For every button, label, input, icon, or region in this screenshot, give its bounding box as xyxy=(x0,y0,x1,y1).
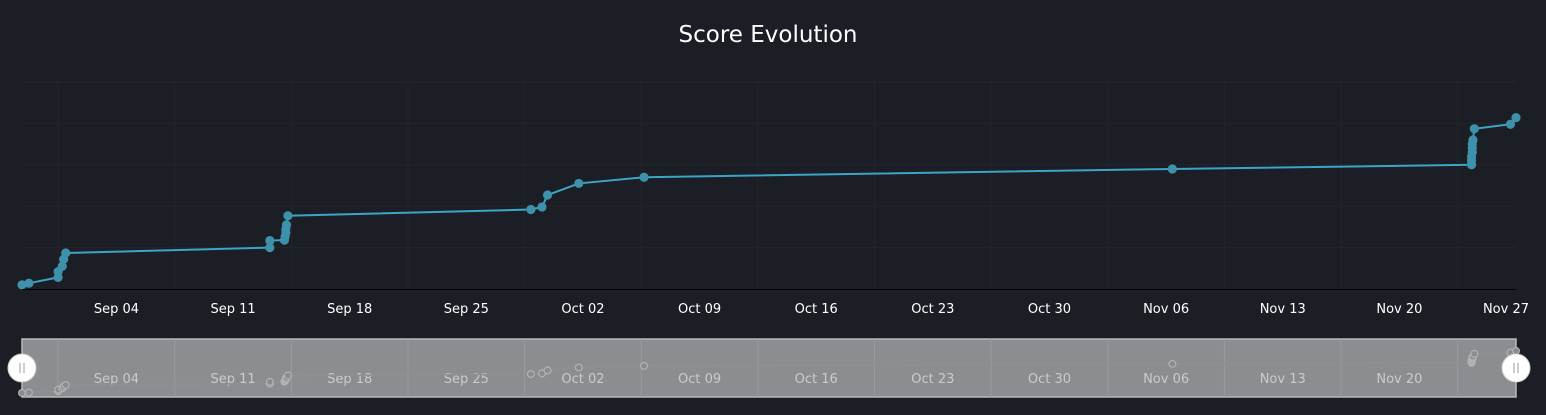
navigator-data-point xyxy=(1168,359,1177,368)
x-tick-label: Oct 30 xyxy=(1028,302,1071,317)
x-tick-label: Oct 23 xyxy=(911,302,954,317)
navigator-tick-label: Nov 13 xyxy=(1260,372,1306,387)
grid-layer xyxy=(22,81,1516,289)
navigator-data-point xyxy=(574,363,583,372)
navigator-tick-label: Oct 09 xyxy=(678,372,721,387)
navigator-data-point xyxy=(283,371,292,380)
navigator-tick-label: Oct 30 xyxy=(1028,372,1071,387)
navigator-handle-left[interactable] xyxy=(7,353,37,383)
x-tick-label: Nov 27 xyxy=(1483,302,1529,317)
x-tick-label: Oct 09 xyxy=(678,302,721,317)
x-tick-label: Sep 18 xyxy=(327,302,372,317)
data-point[interactable] xyxy=(61,248,71,258)
x-tick-label: Sep 11 xyxy=(210,302,255,317)
navigator-tick-label: Sep 11 xyxy=(210,372,255,387)
data-point[interactable] xyxy=(639,172,649,182)
navigator-tick-label: Nov 20 xyxy=(1376,372,1422,387)
plot-area[interactable] xyxy=(17,113,1521,290)
data-point[interactable] xyxy=(1167,164,1177,174)
data-point[interactable] xyxy=(1469,124,1479,134)
data-point[interactable] xyxy=(265,243,275,253)
navigator-selection[interactable] xyxy=(21,338,1517,398)
navigator-tick-label: Oct 16 xyxy=(795,372,838,387)
navigator-tick-label: Nov 06 xyxy=(1143,372,1189,387)
x-tick-label: Oct 02 xyxy=(561,302,604,317)
data-point[interactable] xyxy=(526,204,536,215)
navigator-tick-label: Oct 23 xyxy=(911,372,954,387)
navigator-tick-label: Sep 18 xyxy=(327,372,372,387)
chart-title: Score Evolution xyxy=(679,22,858,48)
navigator-data-point xyxy=(1511,346,1520,355)
navigator-data-point xyxy=(640,361,649,370)
navigator-handle-right[interactable] xyxy=(1501,353,1531,383)
data-point[interactable] xyxy=(57,261,67,271)
data-point[interactable] xyxy=(17,280,27,290)
navigator-tick-label: Sep 04 xyxy=(94,372,139,387)
x-tick-label: Oct 16 xyxy=(795,302,838,317)
x-tick-label: Nov 20 xyxy=(1376,302,1422,317)
data-point[interactable] xyxy=(24,278,34,288)
data-point[interactable] xyxy=(281,220,292,230)
navigator-tick-label: Oct 02 xyxy=(561,372,604,387)
data-point[interactable] xyxy=(1468,135,1478,145)
navigator-data-point xyxy=(24,388,33,397)
x-tick-label: Sep 25 xyxy=(444,302,489,317)
range-navigator[interactable]: Sep 04 Sep 11 Sep 18 Sep 25 Oct 02 Oct 09 Oct … xyxy=(7,338,1531,398)
navigator-data-point xyxy=(18,388,27,397)
x-tick-label: Nov 06 xyxy=(1143,302,1189,317)
data-point[interactable] xyxy=(1505,119,1516,129)
data-point[interactable] xyxy=(542,190,553,200)
data-point[interactable] xyxy=(265,235,275,246)
data-point[interactable] xyxy=(537,202,547,212)
x-tick-label: Sep 04 xyxy=(94,302,139,317)
series-line xyxy=(21,116,1517,286)
x-tick-label: Nov 13 xyxy=(1260,302,1306,317)
navigator-data-point xyxy=(265,377,274,386)
navigator-data-point xyxy=(526,370,535,379)
data-point[interactable] xyxy=(1511,113,1521,123)
navigator-tick-label: Sep 25 xyxy=(444,372,489,387)
navigator-data-point xyxy=(1470,349,1479,358)
data-point[interactable] xyxy=(283,211,293,221)
navigator-data-point xyxy=(61,380,70,389)
navigator-data-point xyxy=(543,366,552,375)
x-axis: Sep 04 Sep 11 Sep 18 Sep 25 Oct 02 Oct 09 Oct … xyxy=(22,289,1529,317)
data-point[interactable] xyxy=(574,178,584,189)
